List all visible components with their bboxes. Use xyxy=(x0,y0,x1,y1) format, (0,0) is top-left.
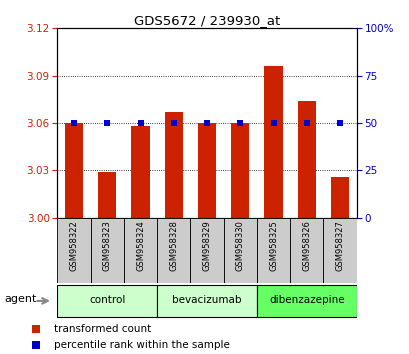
Text: transformed count: transformed count xyxy=(54,324,151,334)
Text: GSM958328: GSM958328 xyxy=(169,220,178,271)
Text: percentile rank within the sample: percentile rank within the sample xyxy=(54,340,230,350)
Bar xyxy=(131,126,149,218)
Bar xyxy=(297,101,315,218)
Bar xyxy=(157,218,190,283)
Bar xyxy=(256,218,290,283)
Text: GSM958330: GSM958330 xyxy=(235,220,244,271)
Bar xyxy=(157,285,256,317)
Bar xyxy=(190,218,223,283)
Text: GSM958326: GSM958326 xyxy=(301,220,310,271)
Bar xyxy=(256,285,356,317)
Bar xyxy=(57,285,157,317)
Title: GDS5672 / 239930_at: GDS5672 / 239930_at xyxy=(134,14,279,27)
Bar xyxy=(223,218,256,283)
Text: agent: agent xyxy=(4,294,37,304)
Bar xyxy=(198,123,216,218)
Text: control: control xyxy=(89,295,125,305)
Bar xyxy=(90,218,124,283)
Bar xyxy=(65,123,83,218)
Text: GSM958329: GSM958329 xyxy=(202,220,211,271)
Text: GSM958325: GSM958325 xyxy=(268,220,277,271)
Bar xyxy=(264,66,282,218)
Bar xyxy=(330,177,348,218)
Bar xyxy=(124,218,157,283)
Bar xyxy=(57,218,90,283)
Text: GSM958323: GSM958323 xyxy=(103,220,112,271)
Bar xyxy=(231,123,249,218)
Bar xyxy=(323,218,356,283)
Text: dibenzazepine: dibenzazepine xyxy=(268,295,344,305)
Bar xyxy=(164,112,182,218)
Text: GSM958324: GSM958324 xyxy=(136,220,145,271)
Bar xyxy=(290,218,323,283)
Text: bevacizumab: bevacizumab xyxy=(172,295,241,305)
Bar xyxy=(98,172,116,218)
Text: GSM958322: GSM958322 xyxy=(70,220,79,271)
Text: GSM958327: GSM958327 xyxy=(335,220,344,271)
